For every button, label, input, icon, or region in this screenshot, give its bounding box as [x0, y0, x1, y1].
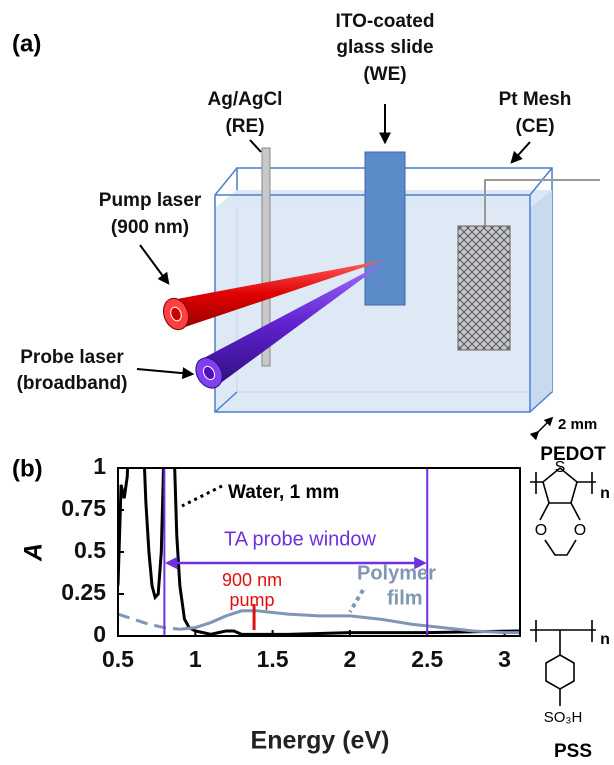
- probe-label: Probe laser: [20, 347, 124, 368]
- panel-label: (b): [12, 455, 43, 482]
- plot-area: [118, 468, 520, 636]
- pump-label: 900 nm: [222, 570, 282, 590]
- reference-electrode: [261, 147, 271, 367]
- x-tick-label: 3: [498, 646, 511, 672]
- ref-label: (RE): [225, 116, 264, 137]
- structure-labels: PEDOT S O O n n SO₃H PSS: [535, 444, 610, 762]
- y-tick-label: 0.5: [74, 537, 106, 563]
- pss-bonds: [530, 620, 596, 706]
- mesh-wire: [484, 179, 600, 226]
- ito-label: ITO-coated: [336, 11, 435, 32]
- atom: O: [535, 522, 547, 539]
- polymer-label: Polymer: [357, 562, 436, 584]
- atom: SO₃H: [544, 709, 583, 726]
- panel-label: (a): [12, 30, 41, 57]
- arrow: [529, 416, 554, 441]
- series-line: [118, 468, 520, 636]
- x-axis-label: Energy (eV): [251, 727, 390, 755]
- x-tick-label: 2.5: [411, 646, 443, 672]
- tank-edges: [214, 167, 553, 413]
- label-pointer: [348, 588, 365, 614]
- y-tick-label: 0.25: [61, 579, 106, 605]
- probe-core: [202, 365, 216, 381]
- thickness-label: 2 mm: [558, 416, 597, 433]
- y-tick-label: 1: [93, 453, 106, 479]
- y-axis-label: A: [20, 543, 48, 562]
- arrow: [249, 139, 262, 153]
- pss-label: PSS: [554, 741, 592, 762]
- series-line: [118, 612, 181, 631]
- arrow: [136, 367, 195, 380]
- polymer-label: film: [387, 587, 423, 609]
- y-tick-label: 0: [93, 621, 106, 647]
- x-tick-label: 1: [189, 646, 202, 672]
- atom: O: [574, 522, 586, 539]
- x-tick-label: 0.5: [102, 646, 134, 672]
- x-tick-label: 2: [344, 646, 357, 672]
- pt-mesh: [457, 225, 511, 351]
- pump-label: (900 nm): [111, 217, 189, 238]
- ito-label: (WE): [363, 64, 406, 85]
- pedot-label: PEDOT: [540, 444, 606, 465]
- bracket: [535, 472, 593, 494]
- ito-label: glass slide: [336, 37, 433, 58]
- repeat-n: n: [600, 485, 610, 502]
- probe-label: (broadband): [17, 373, 128, 394]
- structures: [530, 466, 596, 706]
- pump-label: pump: [230, 590, 275, 610]
- water-side: [530, 190, 552, 412]
- probe-beam: [200, 262, 385, 385]
- pump-core: [170, 306, 182, 322]
- arrow: [139, 244, 170, 285]
- pump-beam: [172, 260, 385, 328]
- repeat-n: n: [600, 631, 610, 648]
- plot-frame: [117, 467, 521, 637]
- arrow: [510, 141, 531, 164]
- probe-window-label: TA probe window: [224, 528, 376, 550]
- ref-label: Ag/AgCl: [208, 89, 283, 110]
- pump-label: Pump laser: [99, 190, 202, 211]
- label-pointer: [181, 484, 223, 508]
- y-tick-label: 0.75: [61, 495, 106, 521]
- panel-a: (a) ITO-coated glass slide (WE) Ag/AgCl …: [12, 11, 600, 441]
- ce-label: (CE): [515, 116, 554, 137]
- series-label: Water, 1 mm: [228, 482, 339, 503]
- atom: S: [555, 459, 566, 476]
- ce-label: Pt Mesh: [499, 89, 572, 110]
- x-tick-label: 1.5: [257, 646, 289, 672]
- series-line: [179, 609, 520, 635]
- ito-slide: [364, 151, 406, 306]
- pedot-bonds: [530, 466, 596, 556]
